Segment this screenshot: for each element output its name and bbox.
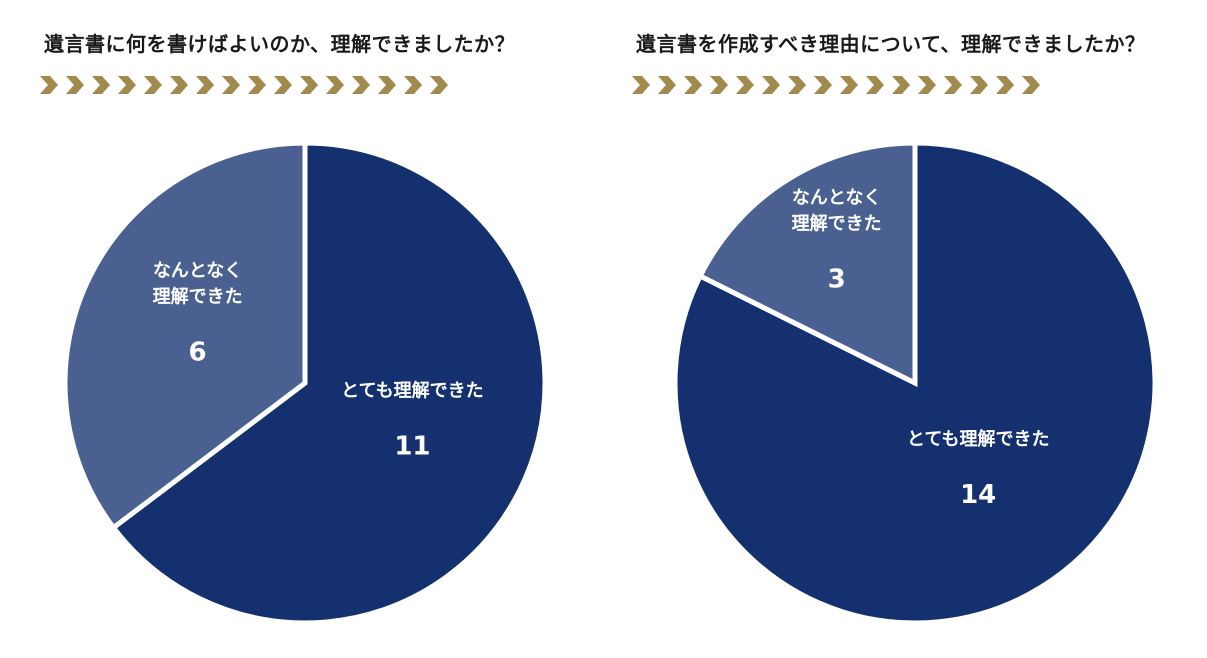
- slice-category-label: 理解できた: [153, 286, 243, 308]
- chevron-icon: [866, 76, 884, 94]
- chevron-icon: [222, 76, 240, 94]
- slice-value-label: 6: [189, 338, 207, 368]
- slice-category-label: とても理解できた: [907, 428, 1050, 450]
- chevron-icon: [1022, 76, 1040, 94]
- slice-category-label: なんとなく: [153, 261, 242, 282]
- chevron-icon: [170, 76, 188, 94]
- chevron-divider-right: [630, 74, 1042, 96]
- chevron-icon: [736, 76, 754, 94]
- chevron-icon: [658, 76, 676, 94]
- pie-slice: [62, 140, 308, 532]
- slice-value-label: 14: [960, 480, 996, 510]
- chevron-icon: [430, 76, 448, 94]
- pie-slice: [109, 140, 548, 626]
- chevron-icon: [918, 76, 936, 94]
- chevron-icon: [300, 76, 318, 94]
- chevron-icon: [92, 76, 110, 94]
- chevron-icon: [996, 76, 1014, 94]
- chevron-icon: [970, 76, 988, 94]
- chart-title-right: 遺言書を作成すべき理由について、理解できましたか？: [636, 32, 1146, 56]
- chevron-icon: [378, 76, 396, 94]
- chevron-icon: [144, 76, 162, 94]
- slice-category-label: とても理解できた: [341, 379, 484, 401]
- chevron-icon: [788, 76, 806, 94]
- slice-value-label: 3: [828, 264, 846, 294]
- chevron-icon: [66, 76, 84, 94]
- chevron-icon: [632, 76, 650, 94]
- chevron-icon: [762, 76, 780, 94]
- chevron-icon: [404, 76, 422, 94]
- chart-title-left: 遺言書に何を書けばよいのか、理解できましたか？: [44, 32, 516, 56]
- chevron-icon: [40, 76, 58, 94]
- chevron-icon: [710, 76, 728, 94]
- chevron-icon: [248, 76, 266, 94]
- chevron-icon: [352, 76, 370, 94]
- chevron-divider-left: [38, 74, 450, 96]
- slice-category-label: 理解できた: [792, 212, 882, 234]
- chevron-icon: [326, 76, 344, 94]
- slice-category-label: なんとなく: [792, 187, 881, 208]
- chevron-icon: [944, 76, 962, 94]
- slice-value-label: 11: [394, 431, 430, 461]
- pie-slice: [696, 140, 918, 388]
- chevron-icon: [196, 76, 214, 94]
- chevron-icon: [840, 76, 858, 94]
- chevron-icon: [814, 76, 832, 94]
- chevron-icon: [274, 76, 292, 94]
- chevron-icon: [118, 76, 136, 94]
- chevron-icon: [892, 76, 910, 94]
- chevron-icon: [684, 76, 702, 94]
